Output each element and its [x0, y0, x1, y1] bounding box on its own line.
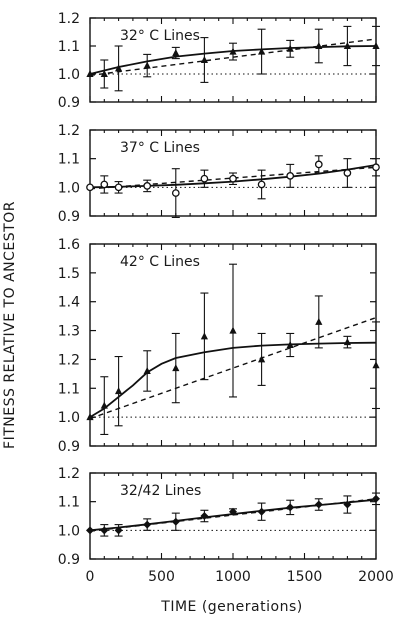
x-tick-label: 1500: [287, 569, 323, 585]
data-point: [229, 507, 237, 516]
data-point: [343, 338, 351, 346]
y-tick-label: 0.9: [58, 95, 80, 111]
data-point: [200, 56, 208, 63]
y-tick-label: 1.2: [58, 123, 80, 139]
data-point: [172, 364, 180, 372]
y-tick-label: 1.5: [58, 266, 80, 282]
y-tick-label: 1.1: [58, 152, 80, 168]
data-point: [229, 47, 237, 55]
x-axis-title: TIME (generations): [160, 599, 302, 615]
y-tick-label: 0.9: [58, 552, 80, 568]
data-point: [343, 169, 352, 177]
y-tick-label: 1.0: [58, 523, 80, 539]
data-point: [257, 507, 266, 516]
data-point: [286, 503, 295, 512]
data-point: [114, 183, 123, 192]
data-point: [257, 180, 266, 189]
data-point: [372, 361, 380, 369]
data-point: [143, 61, 151, 69]
linear-fit-line: [89, 166, 377, 190]
y-tick-label: 1.6: [58, 237, 80, 253]
panel-3: 0.9 1.0 1.1 1.2 1.3 1.4 1.5 1.6 42° C Lines: [58, 237, 380, 455]
data-point: [114, 526, 123, 535]
data-point: [100, 526, 109, 535]
panel-1: 0.9 1.0 1.1 1.2 32° C Lines: [58, 11, 380, 111]
x-tick-label: 2000: [358, 569, 394, 585]
data-point: [171, 517, 180, 526]
y-tick-label: 0.9: [58, 439, 80, 455]
y-tick-label: 1.2: [58, 466, 80, 482]
y-tick-label: 1.2: [58, 352, 80, 368]
y-tick-label: 1.1: [58, 39, 80, 55]
data-point: [143, 182, 152, 190]
panel-title: 37° C Lines: [120, 140, 200, 156]
panel-title: 32° C Lines: [120, 28, 200, 44]
data-point: [143, 520, 152, 529]
y-tick-label: 1.4: [58, 295, 80, 311]
x-tick-label: 1000: [215, 569, 251, 585]
data-point: [143, 366, 151, 374]
y-tick-label: 1.0: [58, 67, 80, 83]
y-axis-title: FITNESS RELATIVE TO ANCESTOR: [2, 201, 18, 449]
data-point: [86, 70, 94, 77]
data-point: [100, 180, 109, 189]
data-point: [172, 49, 180, 56]
x-tick-label: 500: [148, 569, 175, 585]
linear-fit-line: [89, 498, 377, 532]
y-tick-label: 1.0: [58, 410, 80, 426]
data-point: [115, 387, 123, 395]
y-tick-label: 0.9: [58, 209, 80, 225]
y-tick-label: 1.2: [58, 11, 80, 27]
data-point: [171, 189, 180, 197]
y-tick-label: 1.3: [58, 324, 80, 340]
data-point: [86, 526, 94, 535]
data-point: [100, 401, 108, 409]
data-point: [86, 183, 94, 192]
panels: 0.9 1.0 1.1 1.2 32° C Lines 0.9 1.0 1.1 1.2 37° C…: [58, 11, 394, 585]
data-point: [315, 317, 323, 325]
data-point: [372, 494, 380, 503]
y-tick-label: 1.0: [58, 180, 80, 196]
data-point: [372, 163, 380, 172]
data-point: [258, 47, 266, 55]
data-point: [286, 341, 294, 348]
data-point: [86, 413, 94, 421]
data-point: [343, 42, 351, 49]
linear-fit-line: [89, 316, 377, 420]
x-tick-label: 0: [86, 569, 95, 585]
data-point: [286, 44, 294, 52]
y-tick-label: 1.1: [58, 495, 80, 511]
panel-title: 42° C Lines: [120, 254, 200, 270]
y-tick-label: 1.1: [58, 381, 80, 397]
data-point: [315, 42, 323, 49]
data-point: [314, 160, 323, 169]
data-point: [229, 174, 237, 183]
data-point: [100, 70, 108, 77]
data-point: [286, 172, 295, 180]
data-point: [200, 512, 209, 520]
panel-2: 0.9 1.0 1.1 1.2 37° C Lines: [58, 123, 380, 225]
data-point: [314, 500, 323, 509]
data-point: [115, 64, 123, 72]
data-point: [200, 174, 209, 183]
data-point: [372, 42, 380, 49]
panel-title: 32/42 Lines: [120, 483, 201, 499]
hyperbolic-fit-line: [89, 341, 377, 418]
data-point: [343, 500, 352, 509]
panel-4: 0.9 1.0 1.1 1.2 32/42 Lines 0 500 1000 1500 2000: [58, 466, 394, 585]
data-point: [229, 326, 237, 334]
data-point: [200, 332, 208, 340]
data-point: [258, 355, 266, 363]
